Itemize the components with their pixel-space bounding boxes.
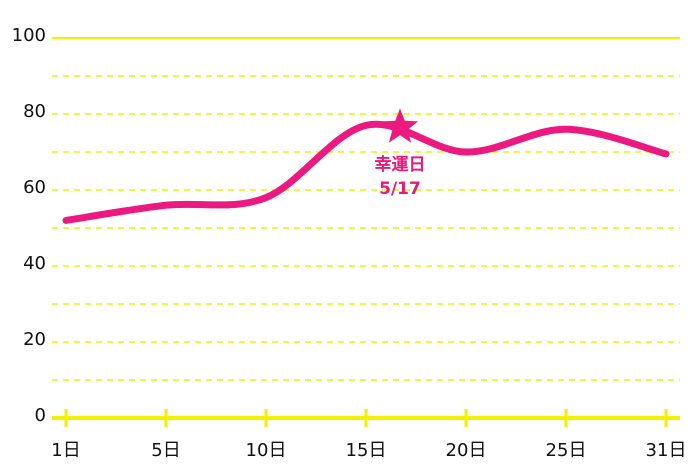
y-tick-label: 100 xyxy=(12,25,46,46)
x-tick-label: 15日 xyxy=(346,440,387,461)
y-tick-label: 60 xyxy=(23,177,46,198)
x-tick-label: 10日 xyxy=(246,440,287,461)
x-tick-label: 25日 xyxy=(546,440,587,461)
line xyxy=(62,120,670,224)
x-tick-label: 5日 xyxy=(151,440,180,461)
y-tick-label: 40 xyxy=(23,253,46,274)
x-tick-label: 1日 xyxy=(51,440,80,461)
y-tick-label: 0 xyxy=(35,405,46,426)
lucky-day-star xyxy=(381,108,419,143)
x-tick-label: 31日 xyxy=(646,440,687,461)
annotation-label: 幸運日 xyxy=(375,154,426,175)
y-tick-label: 20 xyxy=(23,329,46,350)
annotation-date: 5/17 xyxy=(379,179,421,199)
y-tick-label: 80 xyxy=(23,101,46,122)
x-tick-label: 20日 xyxy=(446,440,487,461)
